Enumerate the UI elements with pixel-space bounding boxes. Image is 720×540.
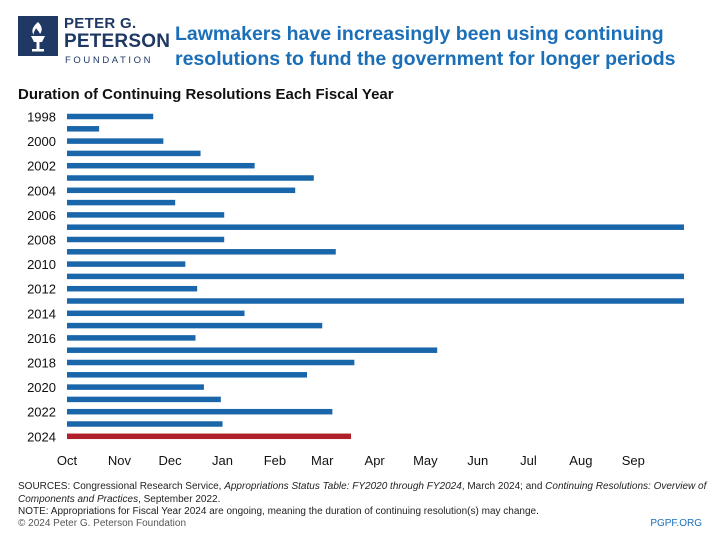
month-label-oct: Oct bbox=[57, 453, 78, 468]
sources-mid: , March 2024; and bbox=[461, 481, 546, 492]
year-label-2000: 2000 bbox=[27, 134, 56, 149]
month-label-may: May bbox=[413, 453, 438, 468]
bar-2002 bbox=[67, 162, 255, 169]
bar-2001 bbox=[67, 150, 201, 157]
month-label-feb: Feb bbox=[264, 453, 286, 468]
headline-line2: resolutions to fund the government for l… bbox=[175, 48, 676, 70]
bar-2016 bbox=[67, 335, 196, 341]
site-link[interactable]: PGPF.ORG bbox=[650, 518, 702, 529]
bar-2022 bbox=[67, 408, 333, 415]
year-labels-group: 1998 2000 2002 2004 2006 2008 2010 2012 2014 2016… bbox=[27, 110, 56, 445]
month-label-aug: Aug bbox=[569, 453, 592, 468]
month-label-nov: Nov bbox=[108, 453, 132, 468]
bar-2006 bbox=[67, 212, 225, 218]
headline-line1: Lawmakers have increasingly been using c… bbox=[175, 23, 664, 45]
bar-2009 bbox=[67, 249, 336, 255]
year-label-2012: 2012 bbox=[27, 282, 56, 297]
bar-2004 bbox=[67, 187, 296, 194]
note-text: NOTE: Appropriations for Fiscal Year 202… bbox=[18, 506, 539, 517]
year-label-1998: 1998 bbox=[27, 110, 56, 125]
logo-line3: FOUNDATION bbox=[65, 55, 154, 66]
chart-title: Duration of Continuing Resolutions Each … bbox=[18, 86, 394, 103]
month-label-jun: Jun bbox=[467, 453, 488, 468]
bar-1998 bbox=[67, 113, 154, 120]
bars-group bbox=[67, 113, 684, 440]
month-label-jul: Jul bbox=[520, 453, 537, 468]
bar-2020 bbox=[67, 384, 204, 390]
month-label-apr: Apr bbox=[365, 453, 386, 468]
logo-line2: PETERSON bbox=[64, 31, 171, 52]
bar-2019 bbox=[67, 372, 308, 378]
bar-2007 bbox=[67, 224, 684, 230]
bar-2023 bbox=[67, 421, 223, 427]
bar-2000 bbox=[67, 138, 164, 144]
sources-prefix: SOURCES: Congressional Research Service, bbox=[18, 481, 225, 492]
year-label-2024: 2024 bbox=[27, 429, 56, 444]
year-label-2014: 2014 bbox=[27, 306, 56, 321]
headline: Lawmakers have increasingly been using c… bbox=[175, 22, 715, 72]
sources-title-2: Continuing Resolutions: Overview of Comp… bbox=[18, 481, 707, 505]
bar-2018 bbox=[67, 359, 355, 366]
year-label-2002: 2002 bbox=[27, 159, 56, 174]
sources-text: SOURCES: Congressional Research Service,… bbox=[18, 481, 708, 506]
month-labels-group: Oct Nov Dec Jan Feb Mar Apr May Jun Jul Aug Sep bbox=[57, 453, 645, 468]
year-label-2006: 2006 bbox=[27, 208, 56, 223]
month-label-sep: Sep bbox=[622, 453, 645, 468]
pgpf-logo: PETER G. PETERSON FOUNDATION bbox=[18, 15, 170, 66]
continuing-resolutions-bar-chart: 1998 2000 2002 2004 2006 2008 2010 2012 2014 2016… bbox=[27, 110, 684, 468]
footer-notes: SOURCES: Congressional Research Service,… bbox=[18, 481, 708, 519]
bar-2003 bbox=[67, 175, 314, 181]
bar-2021 bbox=[67, 396, 221, 403]
sources-title-1: Appropriations Status Table: FY2020 thro… bbox=[224, 481, 462, 492]
month-label-dec: Dec bbox=[159, 453, 183, 468]
bar-2017 bbox=[67, 347, 438, 353]
bar-2008 bbox=[67, 236, 225, 243]
year-label-2022: 2022 bbox=[27, 405, 56, 420]
bar-2011 bbox=[67, 273, 684, 280]
bar-1999 bbox=[67, 126, 100, 132]
bar-2015 bbox=[67, 322, 323, 329]
logo-line1: PETER G. bbox=[64, 15, 137, 32]
year-label-2010: 2010 bbox=[27, 257, 56, 272]
bar-2010 bbox=[67, 261, 186, 267]
bar-2013 bbox=[67, 298, 684, 304]
sources-suffix: , September 2022. bbox=[138, 493, 221, 505]
torch-logo-icon bbox=[18, 16, 58, 56]
month-label-jan: Jan bbox=[212, 453, 233, 468]
bar-2012 bbox=[67, 285, 198, 292]
bar-2024 bbox=[67, 433, 351, 440]
copyright: © 2024 Peter G. Peterson Foundation bbox=[18, 518, 187, 529]
year-label-2008: 2008 bbox=[27, 233, 56, 248]
month-label-mar: Mar bbox=[311, 453, 334, 468]
year-label-2018: 2018 bbox=[27, 356, 56, 371]
bar-2014 bbox=[67, 310, 245, 317]
year-label-2020: 2020 bbox=[27, 380, 56, 395]
bar-2005 bbox=[67, 199, 176, 206]
year-label-2016: 2016 bbox=[27, 331, 56, 346]
year-label-2004: 2004 bbox=[27, 183, 56, 198]
